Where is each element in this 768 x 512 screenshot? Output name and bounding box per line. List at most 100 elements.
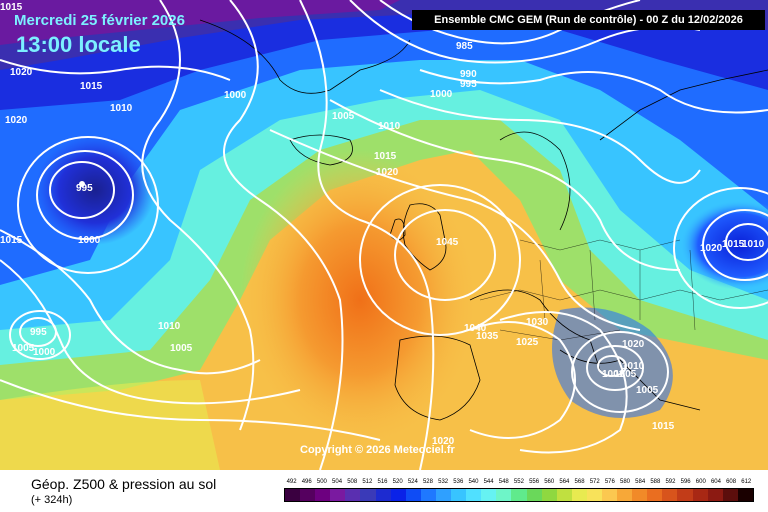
scale-tick-label: 576: [604, 479, 615, 485]
scale-tick-label: 556: [529, 479, 540, 485]
scale-swatch: [390, 489, 406, 501]
copyright: Copyright © 2026 Meteociel.fr: [300, 444, 455, 456]
color-scale-ticks: 492 496 500 504 508 512 516 520 524 528 532 536 540 5…: [284, 476, 754, 488]
scale-swatch: [375, 489, 391, 501]
isobar-label: 1015: [0, 235, 23, 246]
scale-tick-label: 560: [544, 479, 555, 485]
isobar-label: 985: [456, 41, 473, 52]
isobars: [0, 0, 768, 470]
scale-tick-label: 496: [301, 479, 312, 485]
scale-tick-label: 536: [453, 479, 464, 485]
scale-tick-label: 604: [710, 479, 721, 485]
isobar-label: 1010: [622, 361, 645, 372]
forecast-range: (+ 324h): [31, 494, 73, 506]
isobar-label: 1020: [10, 67, 33, 78]
coastlines: [199, 19, 768, 421]
scale-swatch: [677, 489, 693, 501]
scale-swatch: [315, 489, 331, 501]
scale-swatch: [496, 489, 512, 501]
atlantic-high-core: [240, 150, 480, 450]
isobar-label: 1020: [5, 115, 28, 126]
isobar-label: 1000: [78, 235, 101, 246]
scale-tick-label: 524: [407, 479, 418, 485]
scale-tick-label: 492: [286, 479, 297, 485]
isobar-label: 1000: [430, 89, 453, 100]
borders: [479, 239, 768, 341]
scale-tick-label: 572: [589, 479, 600, 485]
isobar-label: 1001: [602, 369, 625, 380]
forecast-time: 13:00 locale: [16, 32, 141, 57]
isobar-label: 1035: [476, 331, 499, 342]
scale-swatch: [526, 489, 542, 501]
scale-tick-label: 580: [620, 479, 631, 485]
forecast-date: Mercredi 25 février 2026: [14, 12, 185, 29]
scale-tick-label: 564: [559, 479, 570, 485]
isobar-label: 1010: [742, 239, 765, 250]
isobar-label: 995: [460, 79, 477, 90]
scale-tick-label: 500: [316, 479, 327, 485]
scale-swatch: [300, 489, 316, 501]
isobar-label: 1005: [332, 111, 355, 122]
isobar-label: 1015: [652, 421, 675, 432]
scale-swatch: [345, 489, 361, 501]
isobar-label: 1030: [526, 317, 549, 328]
scale-tick-label: 540: [468, 479, 479, 485]
scale-swatch: [511, 489, 527, 501]
scale-tick-label: 608: [726, 479, 737, 485]
isobar-label: 1015: [374, 151, 397, 162]
band-purple: [0, 0, 400, 45]
isobar-label: 1020: [622, 339, 645, 350]
isobar-label: 995: [76, 183, 93, 194]
scale-tick-label: 600: [695, 479, 706, 485]
scale-tick-label: 508: [347, 479, 358, 485]
scale-swatch: [330, 489, 346, 501]
scale-tick-label: 592: [665, 479, 676, 485]
scale-tick-label: 520: [392, 479, 403, 485]
isobar-label: 1005: [170, 343, 193, 354]
chart-title: Géop. Z500 & pression au sol: [31, 476, 217, 492]
isobar-label: 1045: [436, 237, 459, 248]
isobar-label: 1040: [464, 323, 487, 334]
isobar-label: 1010: [378, 121, 401, 132]
scale-swatch: [405, 489, 421, 501]
isobar-label: 1020: [376, 167, 399, 178]
scale-swatch: [285, 489, 301, 501]
scale-tick-label: 552: [513, 479, 524, 485]
scale-swatch: [632, 489, 648, 501]
scale-tick-label: 516: [377, 479, 388, 485]
isobar-label: 1025: [516, 337, 539, 348]
scale-swatch: [601, 489, 618, 501]
scale-swatch: [435, 489, 452, 501]
scale-swatch: [707, 489, 723, 501]
scale-tick-label: 588: [650, 479, 661, 485]
scale-swatch: [586, 489, 602, 501]
scale-swatch: [662, 489, 678, 501]
geopotential-map: [0, 0, 768, 470]
scale-swatch: [360, 489, 376, 501]
west-low-core: [35, 135, 155, 245]
scale-swatch: [481, 489, 497, 501]
scale-tick-label: 512: [362, 479, 373, 485]
scale-swatch: [466, 489, 482, 501]
scale-swatch: [451, 489, 467, 501]
isobar-label: 1015: [0, 2, 23, 13]
isobar-label: 1020: [432, 436, 455, 447]
scale-swatch: [420, 489, 436, 501]
isobar-label: 990: [460, 69, 477, 80]
scale-tick-label: 596: [680, 479, 691, 485]
isobar-label: 1020: [700, 243, 723, 254]
isobar-label: 1000: [224, 90, 247, 101]
scale-tick-label: 528: [422, 479, 433, 485]
isobar-label: 1015: [722, 239, 745, 250]
isobar-label: 1010: [158, 321, 181, 332]
color-scale: 492 496 500 504 508 512 516 520 524 528 532 536 540 5…: [284, 476, 754, 502]
run-info: Ensemble CMC GEM (Run de contrôle) - 00 …: [412, 10, 765, 30]
scale-tick-label: 612: [741, 479, 752, 485]
scale-tick-label: 532: [438, 479, 449, 485]
isobar-label: 1005: [636, 385, 659, 396]
isobar-label: 1005: [12, 343, 35, 354]
isobar-label: 1005: [614, 369, 637, 380]
scale-swatch: [571, 489, 587, 501]
med-low-shade: [552, 307, 673, 418]
scale-swatch: [617, 489, 633, 501]
